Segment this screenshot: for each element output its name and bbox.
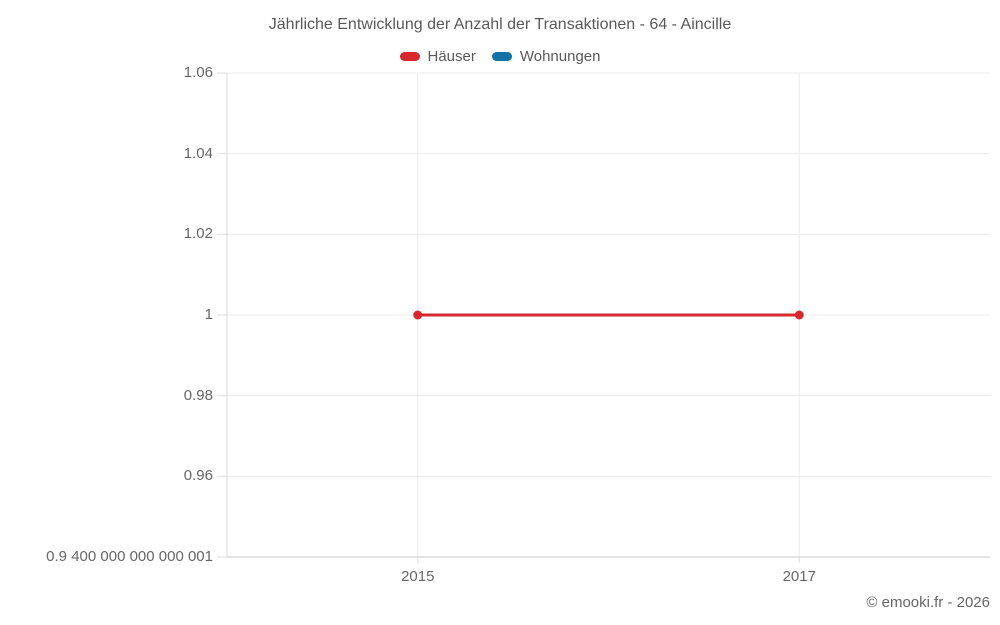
y-axis-label: 1.02 (183, 225, 213, 243)
chart-legend: Häuser Wohnungen (0, 46, 1000, 66)
legend-swatch-wohnungen-icon (491, 51, 512, 61)
legend-swatch-haeuser-icon (399, 51, 420, 61)
y-axis-label: 0.9 400 000 000 000 001 (46, 548, 213, 565)
legend-item-wohnungen[interactable]: Wohnungen (491, 47, 601, 65)
legend-label-wohnungen: Wohnungen (519, 47, 601, 65)
y-axis-label: 1 (204, 306, 213, 323)
legend-item-haeuser[interactable]: Häuser (399, 47, 476, 65)
y-axis-label: 0.98 (183, 386, 213, 404)
y-axis-label: 1.04 (183, 144, 213, 162)
x-axis-label: 2017 (782, 568, 816, 585)
y-axis-label: 1.06 (183, 64, 213, 81)
data-point-häuser-2015[interactable] (413, 310, 423, 320)
y-axis-label: 0.96 (183, 467, 213, 485)
legend-label-haeuser: Häuser (427, 47, 476, 65)
x-axis-label: 2015 (401, 568, 435, 585)
chart-title: Jährliche Entwicklung der Anzahl der Tra… (268, 16, 732, 33)
credit-text: © emooki.fr - 2026 (866, 594, 990, 611)
data-point-häuser-2017[interactable] (794, 310, 804, 320)
